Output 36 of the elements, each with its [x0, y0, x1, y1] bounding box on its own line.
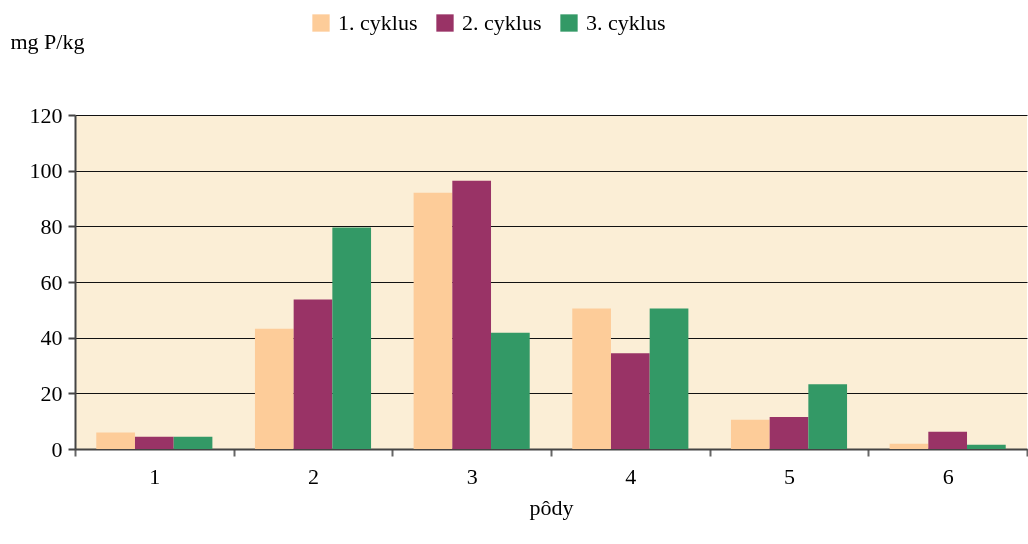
x-tick-label: 6 [942, 463, 954, 489]
bar [134, 436, 174, 449]
bar [96, 432, 135, 449]
x-axis-title: pôdy [529, 494, 574, 520]
bar [649, 308, 689, 449]
bar [491, 332, 530, 449]
x-tick-label: 2 [308, 463, 319, 489]
x-tick-label: 4 [625, 463, 637, 489]
bar [452, 180, 492, 449]
legend-label: 1. cyklus [338, 10, 418, 35]
bar [293, 299, 333, 449]
x-tick-label: 3 [466, 463, 478, 489]
y-tick-label: 80 [40, 213, 63, 239]
bar [730, 419, 770, 449]
bar [254, 328, 294, 449]
bar [332, 227, 372, 449]
x-tick-label: 5 [784, 463, 795, 489]
legend-label: 2. cyklus [462, 10, 542, 35]
y-tick-label: 20 [40, 380, 63, 406]
bar [572, 308, 611, 449]
y-tick-label: 60 [40, 269, 63, 295]
bar [928, 431, 968, 449]
bar [413, 192, 453, 449]
x-tick-label: 1 [149, 463, 161, 489]
y-tick-label: 100 [29, 158, 63, 184]
bar [173, 436, 213, 449]
bar [889, 443, 929, 449]
bar [967, 444, 1006, 449]
bar [808, 384, 848, 449]
y-tick-label: 0 [51, 436, 63, 462]
y-tick-label: 120 [29, 102, 63, 128]
bar [769, 416, 809, 449]
bar [610, 353, 650, 449]
y-axis-title: mg P/kg [10, 28, 85, 54]
legend-label: 3. cyklus [586, 10, 666, 35]
y-tick-label: 40 [40, 325, 63, 351]
